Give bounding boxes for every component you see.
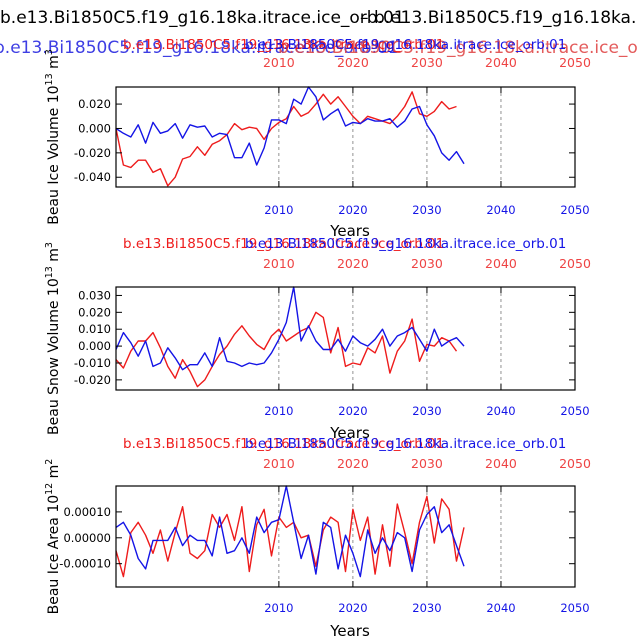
plot-frame [115,286,576,391]
x-tick-label-top: 2030 [411,456,443,471]
y-axis-label-unit: m [46,465,62,483]
panel-title-blue: b.e13.Bi1850C5.f19_g16.18ka.itrace.ice_o… [245,37,566,53]
y-tick-label: 0.010 [78,322,111,336]
x-axis-label: Years [329,424,370,442]
x-tick-label-bottom: 2030 [412,404,441,418]
y-axis-label-unit-exp: 3 [44,49,55,55]
y-tick-label: 0.020 [78,305,111,319]
y-axis-label: Beau Snow Volume 1013 m3 [44,242,62,435]
x-tick-label-bottom: 2040 [486,404,515,418]
x-tick-label-top: 2010 [263,456,295,471]
y-tick-label: 0.000 [78,339,111,353]
x-tick-label-top: 2020 [337,456,369,471]
header-title-dash: – [360,8,369,28]
y-axis-label: Beau Ice Area 1012 m2 [44,459,62,615]
panel-title-red: b.e13.Bi1850C5.f19_g16.18ka.itrace.ice_o… [123,436,444,452]
x-tick-label-bottom: 2010 [264,601,293,615]
x-tick-label-bottom: 2050 [560,404,589,418]
x-tick-label-top: 2030 [411,256,443,271]
series-line-blue [115,286,465,371]
y-tick-label: -0.010 [74,356,111,370]
x-tick-label-top: 2020 [337,256,369,271]
x-tick-label-bottom: 2010 [264,203,293,217]
panel-ice-volume: b.e13.Bi1850C5.f19_g16.18ka.itrace.ice_o… [44,37,591,240]
x-tick-label-bottom: 2050 [560,601,589,615]
x-tick-label-top: 2050 [559,256,591,271]
x-tick-label-bottom: 2050 [560,203,589,217]
y-axis-label: Beau Ice Volume 1013 m3 [44,49,62,225]
x-tick-label-top: 2040 [485,256,517,271]
y-axis-label-main: Beau Ice Area 10 [46,495,62,615]
panel-title-blue: b.e13.Bi1850C5.f19_g16.18ka.itrace.ice_o… [245,236,566,252]
plot-frame [115,86,576,188]
header-title-right: b.e13.Bi1850C5.f19_g16.18ka.itrace.ice_o… [374,8,637,28]
series-line-red [115,91,457,187]
y-axis-label-exp: 13 [44,73,55,85]
panel-ice-area: b.e13.Bi1850C5.f19_g16.18ka.itrace.ice_o… [44,436,591,637]
header-overlap-blue: b.e13.Bi1850C5.f19_g16.18ka.itrace.ice_o… [0,38,399,58]
x-tick-label-top: 2040 [485,456,517,471]
y-tick-label: 0.00000 [63,531,111,545]
plot-frame [115,485,576,588]
y-axis-label-unit: m [46,248,62,266]
panel-snow-volume: b.e13.Bi1850C5.f19_g16.18ka.itrace.ice_o… [44,236,591,442]
x-tick-label-top: 2040 [485,55,517,70]
y-tick-label: 0.020 [78,97,111,111]
x-axis-label: Years [329,222,370,240]
x-tick-label-bottom: 2040 [486,203,515,217]
series-line-blue [115,86,465,166]
y-axis-label-unit-exp: 2 [44,459,55,465]
series-line-red [115,311,458,388]
y-tick-label: -0.020 [74,373,111,387]
y-axis-label-unit-exp: 3 [44,242,55,248]
x-tick-label-bottom: 2020 [338,203,367,217]
series-line-red [115,495,465,578]
y-tick-label: 0.00010 [63,505,111,519]
y-axis-label-exp: 13 [44,266,55,278]
x-tick-label-top: 2010 [263,256,295,271]
panel-title-blue: b.e13.Bi1850C5.f19_g16.18ka.itrace.ice_o… [245,436,566,452]
x-tick-label-top: 2010 [263,55,295,70]
page-header: b.e13.Bi1850C5.f19_g16.18ka.itrace.ice_o… [0,8,637,58]
y-tick-label: -0.020 [74,146,111,160]
x-tick-label-bottom: 2020 [338,404,367,418]
series-line-blue [115,485,465,578]
y-tick-label: 0.030 [78,288,111,302]
y-axis-label-unit: m [46,55,62,73]
y-tick-label: 0.000 [78,121,111,135]
y-axis-label-exp: 12 [44,483,55,495]
y-tick-label: -0.040 [74,170,111,184]
panel-title-red: b.e13.Bi1850C5.f19_g16.18ka.itrace.ice_o… [123,37,444,53]
y-axis-label-main: Beau Ice Volume 10 [46,85,62,224]
y-tick-label: -0.00010 [59,557,111,571]
panel-title-red: b.e13.Bi1850C5.f19_g16.18ka.itrace.ice_o… [123,236,444,252]
header-overlap-red: b.e13.Bi1850C5.f19_g16.18ka.itrace.ice_o… [278,38,637,58]
x-tick-label-bottom: 2040 [486,601,515,615]
x-axis-label: Years [329,622,370,637]
y-axis-label-main: Beau Snow Volume 10 [46,278,62,435]
x-tick-label-bottom: 2030 [412,203,441,217]
x-tick-label-bottom: 2030 [412,601,441,615]
x-tick-label-top: 2050 [559,456,591,471]
x-tick-label-top: 2030 [411,55,443,70]
header-title-left: b.e13.Bi1850C5.f19_g16.18ka.itrace.ice_o… [0,8,405,28]
x-tick-label-top: 2050 [559,55,591,70]
x-tick-label-bottom: 2010 [264,404,293,418]
x-tick-label-bottom: 2020 [338,601,367,615]
x-tick-label-top: 2020 [337,55,369,70]
